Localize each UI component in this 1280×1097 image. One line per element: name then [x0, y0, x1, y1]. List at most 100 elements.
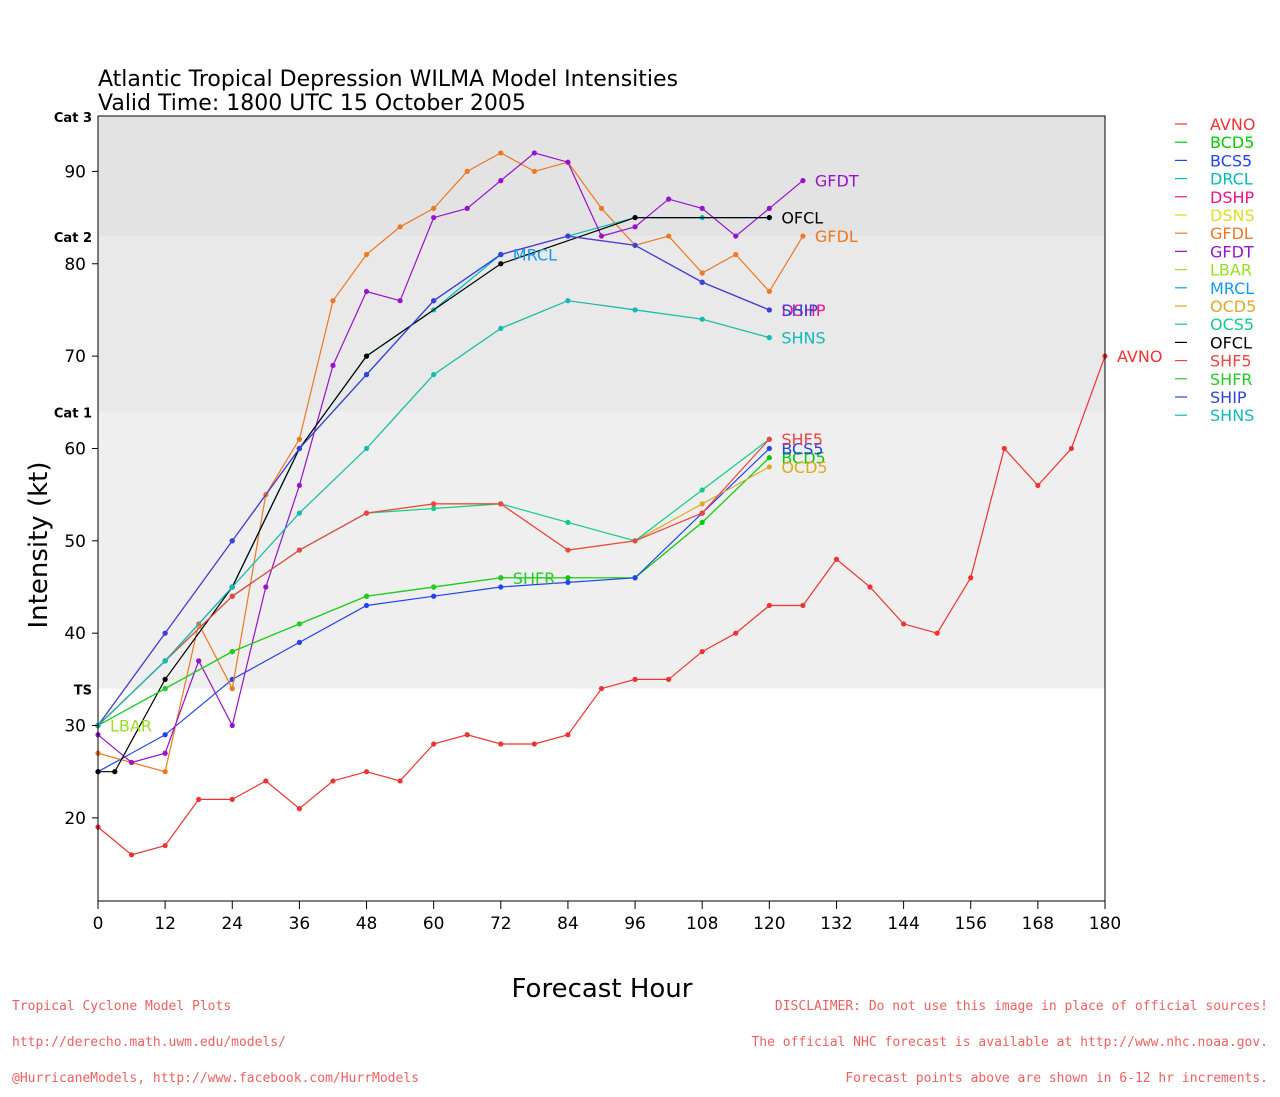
x-axis-label: Forecast Hour: [512, 974, 693, 1004]
data-point: [699, 649, 705, 655]
legend-entry: SHNS: [1210, 406, 1254, 425]
data-point: [196, 796, 202, 803]
data-point: [800, 233, 806, 239]
data-point: [498, 501, 504, 507]
category-label: Cat 2: [54, 231, 92, 246]
data-point: [162, 769, 168, 775]
legend-entry: BCD5: [1210, 133, 1254, 152]
data-point: [766, 602, 772, 609]
data-point: [531, 741, 537, 747]
legend-entry: DRCL: [1210, 170, 1253, 189]
data-point: [431, 741, 437, 747]
data-point: [632, 538, 638, 544]
data-point: [699, 205, 705, 211]
intensity-chart: TS Cat 1 Cat 2 Cat 3 0 12 24 36 48 60 72 84 96 108 12…: [24, 67, 1256, 1004]
category-band: [98, 411, 1105, 689]
y-tick-label: 70: [64, 347, 86, 367]
data-point: [363, 510, 370, 516]
series-end-label: AVNO: [1117, 347, 1162, 366]
data-point: [766, 205, 772, 211]
data-point: [1068, 445, 1075, 452]
data-point: [565, 575, 571, 581]
data-point: [565, 233, 571, 239]
legend-entry: SHFR: [1210, 370, 1253, 389]
data-point: [498, 575, 504, 581]
data-point: [296, 639, 302, 646]
legend-entry: SHF5: [1210, 352, 1252, 371]
data-point: [565, 159, 571, 165]
data-point: [162, 630, 168, 636]
legend-entry: OCD5: [1210, 297, 1256, 316]
data-point: [397, 778, 403, 784]
data-point: [498, 150, 504, 156]
legend: AVNOBCD5BCS5DRCLDSHPDSNSGFDLGFDTLBARMRCL…: [1175, 115, 1256, 425]
data-point: [598, 685, 605, 692]
legend-entry: LBAR: [1210, 261, 1252, 280]
data-point: [330, 298, 336, 304]
y-tick-label: 50: [64, 532, 86, 552]
data-point: [162, 658, 168, 664]
x-tick-label: 24: [221, 914, 243, 934]
data-point: [632, 224, 638, 230]
series-gfdt: [95, 150, 806, 766]
data-point: [699, 487, 705, 493]
data-point: [565, 579, 571, 585]
data-point: [632, 575, 638, 581]
data-point: [800, 178, 806, 184]
series-end-label: GFDT: [815, 172, 859, 191]
data-point: [296, 436, 302, 442]
data-point: [565, 732, 571, 738]
chart-subtitle: Valid Time: 1800 UTC 15 October 2005: [98, 91, 526, 116]
data-point: [229, 796, 235, 803]
y-tick-label: 80: [64, 255, 86, 275]
data-point: [296, 547, 302, 553]
data-point: [363, 371, 370, 378]
data-point: [296, 482, 302, 489]
legend-entry: OCS5: [1210, 315, 1254, 334]
data-point: [632, 676, 638, 682]
data-point: [431, 205, 437, 211]
data-point: [632, 307, 638, 313]
data-point: [766, 288, 772, 295]
category-label: TS: [74, 684, 92, 699]
data-point: [464, 732, 470, 738]
series-end-label: DSHP: [781, 301, 826, 320]
legend-entry: GFDL: [1210, 224, 1253, 243]
x-tick-label: 96: [624, 914, 646, 934]
data-point: [699, 519, 705, 525]
data-point: [162, 732, 168, 738]
data-point: [296, 445, 302, 452]
data-point: [464, 205, 470, 211]
series-end-label: GFDL: [815, 227, 858, 246]
series-line: [97, 152, 804, 764]
data-point: [128, 852, 135, 858]
data-point: [565, 298, 571, 304]
data-point: [397, 298, 403, 304]
x-tick-label: 144: [887, 914, 919, 934]
data-point: [934, 630, 940, 636]
data-point: [196, 658, 202, 664]
axis-ticks: 0 12 24 36 48 60 72 84 96 108 120 132 144 156 168 180 20…: [64, 162, 1121, 934]
y-axis-label: Intensity (kt): [24, 462, 54, 629]
category-bands: TS Cat 1 Cat 2 Cat 3: [54, 111, 1105, 699]
data-point: [363, 288, 370, 295]
data-point: [330, 362, 336, 368]
data-point: [229, 593, 235, 599]
data-point: [431, 593, 437, 599]
data-point: [498, 178, 504, 184]
data-point: [296, 621, 302, 627]
data-point: [666, 233, 672, 239]
data-point: [397, 224, 403, 230]
data-point: [766, 455, 772, 461]
data-point: [699, 316, 705, 322]
data-point: [112, 769, 118, 775]
data-point: [229, 584, 235, 590]
data-point: [498, 261, 504, 267]
data-point: [598, 205, 605, 211]
data-point: [229, 722, 235, 729]
y-tick-label: 60: [64, 439, 86, 459]
legend-entry: GFDT: [1210, 242, 1254, 261]
x-tick-label: 60: [423, 914, 445, 934]
data-point: [531, 168, 537, 175]
data-point: [431, 501, 437, 507]
